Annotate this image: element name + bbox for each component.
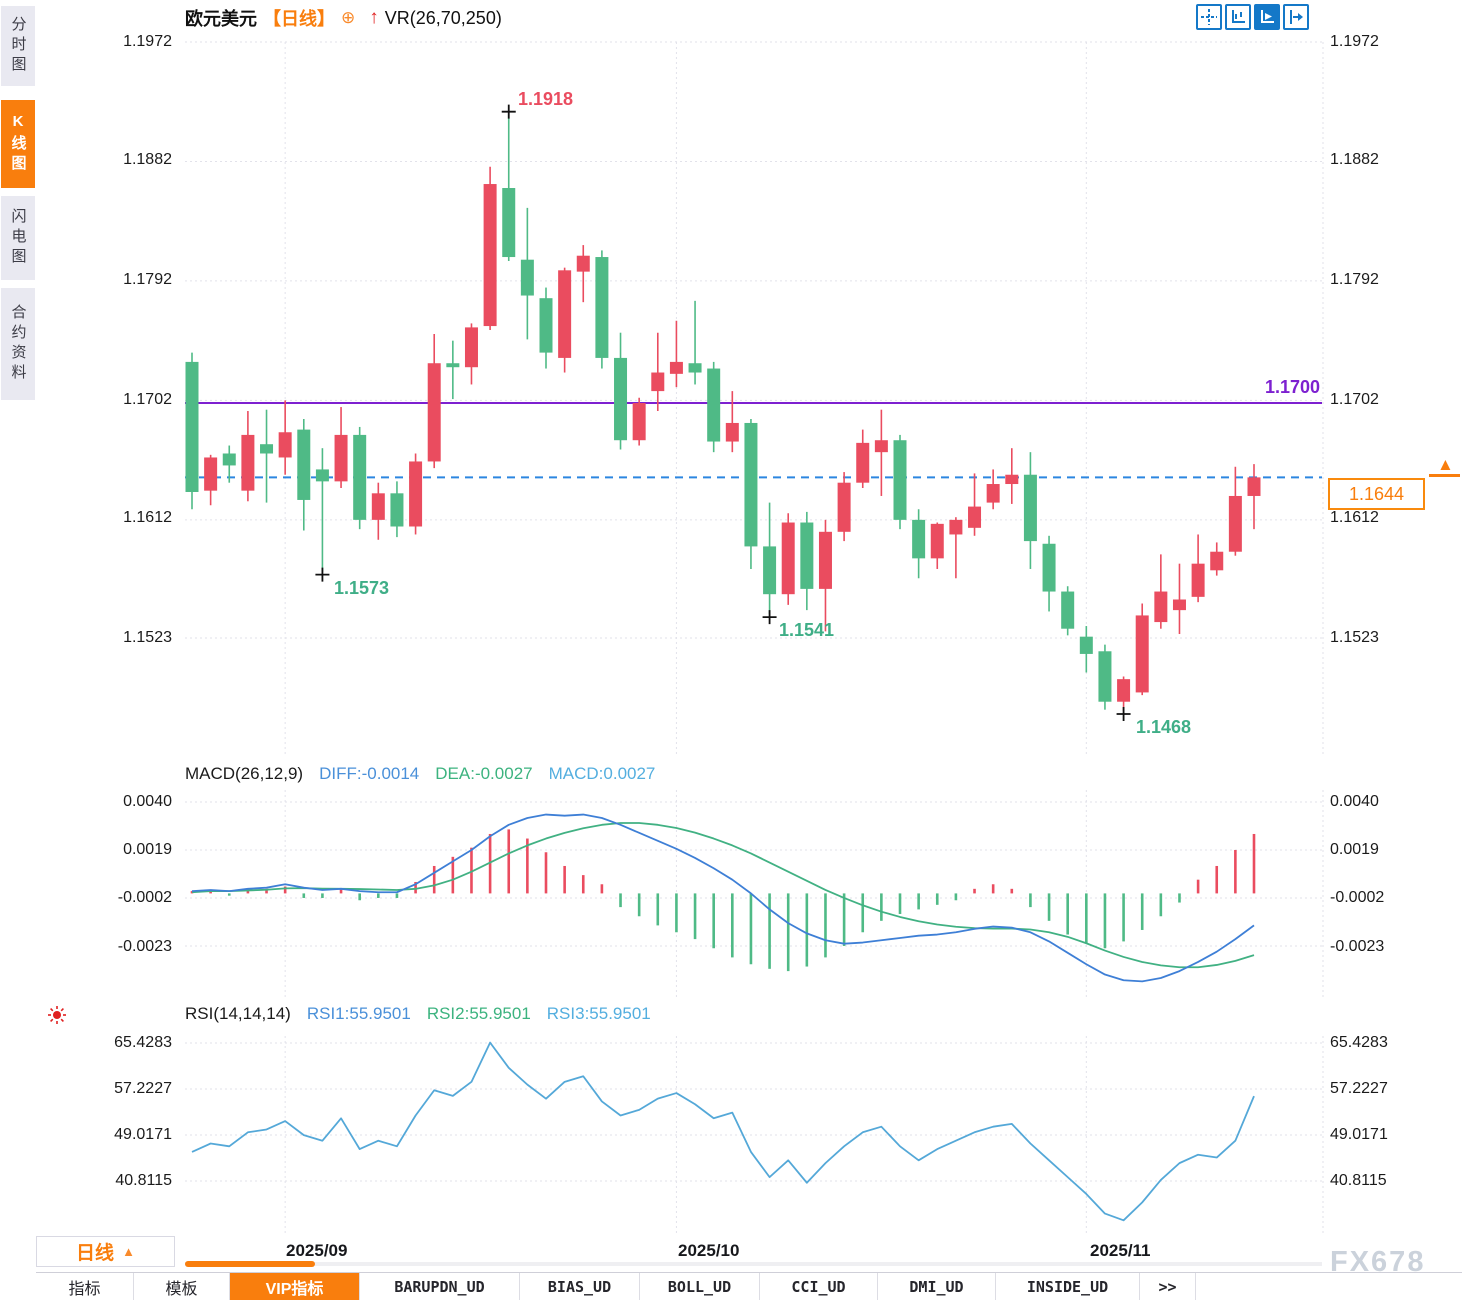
low-price-annotation: 1.1468 bbox=[1136, 717, 1192, 737]
price-axis-label: 1.1702 bbox=[1330, 391, 1379, 408]
price-axis-label: 1.1523 bbox=[123, 629, 172, 646]
macd-header: MACD(26,12,9) DIFF:-0.0014 DEA:-0.0027 M… bbox=[185, 764, 655, 784]
indicator-settings-icon[interactable] bbox=[46, 1004, 68, 1026]
high-price-annotation: 1.1918 bbox=[518, 89, 574, 109]
symbol-name: 欧元美元 bbox=[185, 9, 257, 29]
price-axis-label: 1.1792 bbox=[123, 271, 172, 288]
period-label[interactable]: 【日线】 bbox=[263, 9, 335, 29]
chart-title-row: 欧元美元 【日线】 ⊕ ↑ VR(26,70,250) bbox=[185, 5, 502, 31]
macd-axis-label: -0.0002 bbox=[1330, 889, 1385, 906]
sidebar-item-label: 合约资料 bbox=[9, 304, 27, 384]
rsi-axis-label: 65.4283 bbox=[1330, 1034, 1388, 1051]
x-axis-label: 2025/11 bbox=[1090, 1241, 1151, 1260]
hline-price-annotation: 1.1700 bbox=[1264, 377, 1320, 397]
tab-boll-ud[interactable]: BOLL_UD bbox=[640, 1273, 760, 1300]
x-axis-label: 2025/10 bbox=[678, 1241, 740, 1260]
pan-right-icon[interactable] bbox=[1283, 4, 1309, 30]
price-up-arrow-base bbox=[1429, 474, 1460, 477]
price-axis-label: 1.1882 bbox=[123, 151, 172, 168]
indicator-tabbar: 指标 模板 VIP指标 BARUPDN_UD BIAS_UD BOLL_UD C… bbox=[36, 1272, 1462, 1300]
tab-inside-ud[interactable]: INSIDE_UD bbox=[996, 1273, 1140, 1300]
tab-dmi-ud[interactable]: DMI_UD bbox=[878, 1273, 996, 1300]
price-axis-label: 1.1523 bbox=[1330, 629, 1379, 646]
axis-scale-icon[interactable] bbox=[1225, 4, 1251, 30]
sidebar-item-time-chart[interactable]: 分时图 bbox=[1, 6, 35, 86]
sidebar-item-label: 闪电图 bbox=[9, 208, 27, 268]
tab-barupdn-ud[interactable]: BARUPDN_UD bbox=[360, 1273, 520, 1300]
price-axis-label: 1.1882 bbox=[1330, 151, 1379, 168]
price-axis-label: 1.1612 bbox=[1330, 509, 1379, 526]
chart-scrollbar-thumb[interactable] bbox=[185, 1261, 315, 1267]
macd-axis-label: -0.0023 bbox=[1330, 938, 1385, 955]
add-indicator-icon[interactable]: ⊕ bbox=[341, 8, 356, 27]
tab-cci-ud[interactable]: CCI_UD bbox=[760, 1273, 878, 1300]
rsi-axis-label: 40.8115 bbox=[1330, 1172, 1387, 1189]
last-price-tag: 1.1644 bbox=[1328, 478, 1425, 510]
rsi3-value: RSI3:55.9501 bbox=[546, 1004, 651, 1023]
tabbar-filler bbox=[1196, 1273, 1462, 1300]
macd-diff-value: DIFF:-0.0014 bbox=[319, 764, 420, 783]
crosshair-move-icon[interactable] bbox=[1196, 4, 1222, 30]
macd-macd-value: MACD:0.0027 bbox=[548, 764, 656, 783]
low-price-annotation: 1.1573 bbox=[334, 578, 390, 598]
chart-scrollbar-track[interactable] bbox=[185, 1262, 1322, 1266]
macd-title[interactable]: MACD(26,12,9) bbox=[185, 764, 304, 783]
vr-indicator-label[interactable]: VR(26,70,250) bbox=[384, 7, 502, 28]
sidebar-item-candle-chart[interactable]: K线图 bbox=[1, 100, 35, 188]
up-arrow-icon: ↑ bbox=[369, 7, 379, 28]
rsi-axis-label: 57.2227 bbox=[1330, 1080, 1388, 1097]
sidebar-item-contract-info[interactable]: 合约资料 bbox=[1, 288, 35, 400]
macd-axis-label: 0.0019 bbox=[1330, 841, 1379, 858]
chevron-up-icon: ▲ bbox=[122, 1244, 135, 1259]
chart-toolbar bbox=[1196, 4, 1309, 30]
rsi-axis-label: 40.8115 bbox=[115, 1172, 172, 1189]
macd-axis-label: 0.0019 bbox=[123, 841, 172, 858]
price-axis-label: 1.1702 bbox=[123, 391, 172, 408]
tab-templates[interactable]: 模板 bbox=[134, 1273, 230, 1300]
price-axis-label: 1.1972 bbox=[1330, 33, 1379, 50]
rsi1-value: RSI1:55.9501 bbox=[306, 1004, 411, 1023]
tab-indicators[interactable]: 指标 bbox=[36, 1273, 134, 1300]
rsi-title[interactable]: RSI(14,14,14) bbox=[185, 1004, 291, 1023]
sidebar-item-label: 分时图 bbox=[9, 16, 27, 76]
tab-vip-indicators[interactable]: VIP指标 bbox=[230, 1273, 360, 1300]
macd-axis-label: 0.0040 bbox=[123, 793, 172, 810]
period-selector-label: 日线 bbox=[76, 1243, 115, 1264]
x-axis-label: 2025/09 bbox=[286, 1241, 348, 1260]
rsi-axis-label: 49.0171 bbox=[1330, 1126, 1388, 1143]
rsi2-value: RSI2:55.9501 bbox=[426, 1004, 531, 1023]
tab-more[interactable]: >> bbox=[1140, 1273, 1196, 1300]
price-up-arrow-icon: ▲ bbox=[1437, 455, 1454, 474]
macd-axis-label: -0.0002 bbox=[117, 889, 172, 906]
rsi-axis-label: 65.4283 bbox=[114, 1034, 172, 1051]
sidebar-item-label: K线图 bbox=[9, 113, 27, 175]
rsi-axis-label: 57.2227 bbox=[114, 1080, 172, 1097]
macd-dea-value: DEA:-0.0027 bbox=[435, 764, 533, 783]
rsi-header: RSI(14,14,14) RSI1:55.9501 RSI2:55.9501 … bbox=[185, 1004, 651, 1024]
price-axis-label: 1.1792 bbox=[1330, 271, 1379, 288]
low-price-annotation: 1.1541 bbox=[779, 620, 835, 640]
sidebar-item-flash-chart[interactable]: 闪电图 bbox=[1, 196, 35, 280]
macd-axis-label: -0.0023 bbox=[117, 938, 172, 955]
rsi-axis-label: 49.0171 bbox=[114, 1126, 172, 1143]
macd-axis-label: 0.0040 bbox=[1330, 793, 1379, 810]
period-selector-button[interactable]: 日线 ▲ bbox=[36, 1236, 175, 1267]
price-axis-label: 1.1972 bbox=[123, 33, 172, 50]
axis-play-icon[interactable] bbox=[1254, 4, 1280, 30]
tab-bias-ud[interactable]: BIAS_UD bbox=[520, 1273, 640, 1300]
price-axis-label: 1.1612 bbox=[123, 509, 172, 526]
